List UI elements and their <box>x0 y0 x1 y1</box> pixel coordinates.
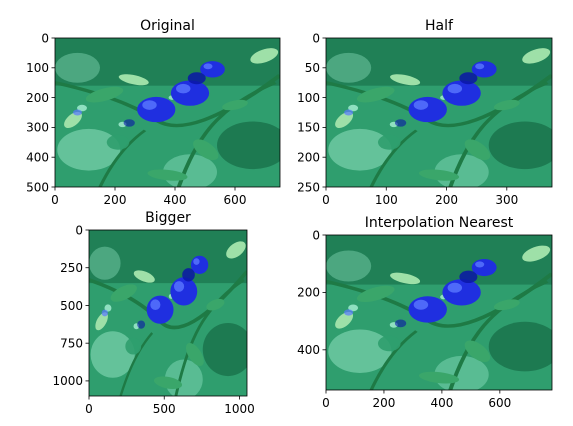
y-tick-label: 150 <box>297 121 320 135</box>
x-tick-label: 600 <box>488 396 511 410</box>
x-tick-label: 400 <box>164 193 187 207</box>
y-tick-label: 250 <box>60 261 83 275</box>
y-tick-label: 100 <box>26 61 49 75</box>
y-tick-label: 50 <box>305 61 320 75</box>
axes-title: Half <box>425 18 454 34</box>
y-tick-label: 1000 <box>52 374 83 388</box>
y-tick-label: 250 <box>297 180 320 194</box>
tomato-image <box>326 38 561 190</box>
y-tick-label: 100 <box>297 91 320 105</box>
axes-frame <box>88 229 248 397</box>
x-tick-label: 300 <box>495 193 518 207</box>
y-tick-label: 0 <box>75 223 83 237</box>
x-tick-label: 0 <box>51 193 59 207</box>
y-tick-label: 0 <box>312 31 320 45</box>
axes-4: Interpolation Nearest 0 200 400 600 0 200 400 <box>297 215 561 410</box>
y-tick-label: 200 <box>297 286 320 300</box>
axes-frame <box>54 37 281 188</box>
x-tick-label: 0 <box>322 396 330 410</box>
y-tick-label: 400 <box>297 343 320 357</box>
x-tick-label: 0 <box>322 193 330 207</box>
x-tick-label: 200 <box>104 193 127 207</box>
y-tick-label: 300 <box>26 121 49 135</box>
axes-2: Half 0 100 200 300 0 50 100 150 200 250 <box>297 18 561 207</box>
y-tick-label: 0 <box>312 228 320 242</box>
x-tick-label: 100 <box>375 193 398 207</box>
x-tick-label: 400 <box>430 396 453 410</box>
axes-frame <box>325 37 553 188</box>
y-tick-label: 0 <box>41 31 49 45</box>
y-tick-label: 500 <box>60 299 83 313</box>
y-tick-label: 200 <box>26 91 49 105</box>
axes-title: Original <box>140 18 195 34</box>
y-tick-label: 500 <box>26 180 49 194</box>
x-tick-label: 200 <box>372 396 395 410</box>
tomato-image <box>89 230 247 396</box>
y-tick-label: 750 <box>60 336 83 350</box>
axes-frame <box>325 234 553 391</box>
y-tick-label: 200 <box>297 151 320 165</box>
axes-title: Bigger <box>145 210 191 226</box>
x-tick-label: 500 <box>153 402 176 416</box>
x-tick-label: 600 <box>224 193 247 207</box>
x-tick-label: 0 <box>85 402 93 416</box>
tomato-image <box>55 38 289 190</box>
y-tick-label: 400 <box>26 151 49 165</box>
axes-title: Interpolation Nearest <box>365 215 514 231</box>
tomato-image <box>326 235 561 393</box>
x-tick-label: 1000 <box>224 402 255 416</box>
axes-1: Original 0 200 400 600 0 100 200 300 400 500 <box>26 18 289 207</box>
x-tick-label: 200 <box>435 193 458 207</box>
